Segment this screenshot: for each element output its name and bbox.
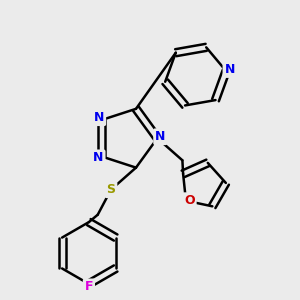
Text: O: O [184,194,195,207]
Text: F: F [85,280,93,293]
Text: N: N [94,111,104,124]
Text: N: N [155,130,166,143]
Text: S: S [106,183,116,196]
Text: N: N [224,63,235,76]
Text: N: N [93,152,104,164]
